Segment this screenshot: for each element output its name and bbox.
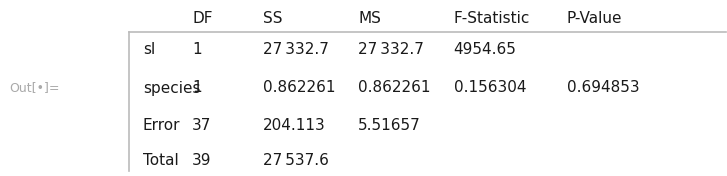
Text: 1: 1 xyxy=(192,42,202,57)
Text: Error: Error xyxy=(142,118,180,133)
Text: 0.862261: 0.862261 xyxy=(358,80,431,96)
Text: SS: SS xyxy=(263,11,282,26)
Text: 204.113: 204.113 xyxy=(263,118,326,133)
Text: 0.862261: 0.862261 xyxy=(263,80,335,96)
Text: 1: 1 xyxy=(192,80,202,96)
Text: 27 537.6: 27 537.6 xyxy=(263,153,329,168)
Text: F-Statistic: F-Statistic xyxy=(454,11,530,26)
Text: DF: DF xyxy=(192,11,213,26)
Text: 4954.65: 4954.65 xyxy=(454,42,516,57)
Text: 27 332.7: 27 332.7 xyxy=(358,42,424,57)
Text: 5.51657: 5.51657 xyxy=(358,118,421,133)
Text: Out[•]=: Out[•]= xyxy=(9,81,60,95)
Text: Total: Total xyxy=(142,153,179,168)
Text: P-Value: P-Value xyxy=(566,11,622,26)
Text: 0.156304: 0.156304 xyxy=(454,80,526,96)
Text: sl: sl xyxy=(142,42,155,57)
Text: 39: 39 xyxy=(192,153,212,168)
Text: MS: MS xyxy=(358,11,381,26)
Text: 0.694853: 0.694853 xyxy=(566,80,639,96)
Text: species: species xyxy=(142,80,201,96)
Text: 37: 37 xyxy=(192,118,212,133)
Text: 27 332.7: 27 332.7 xyxy=(263,42,329,57)
